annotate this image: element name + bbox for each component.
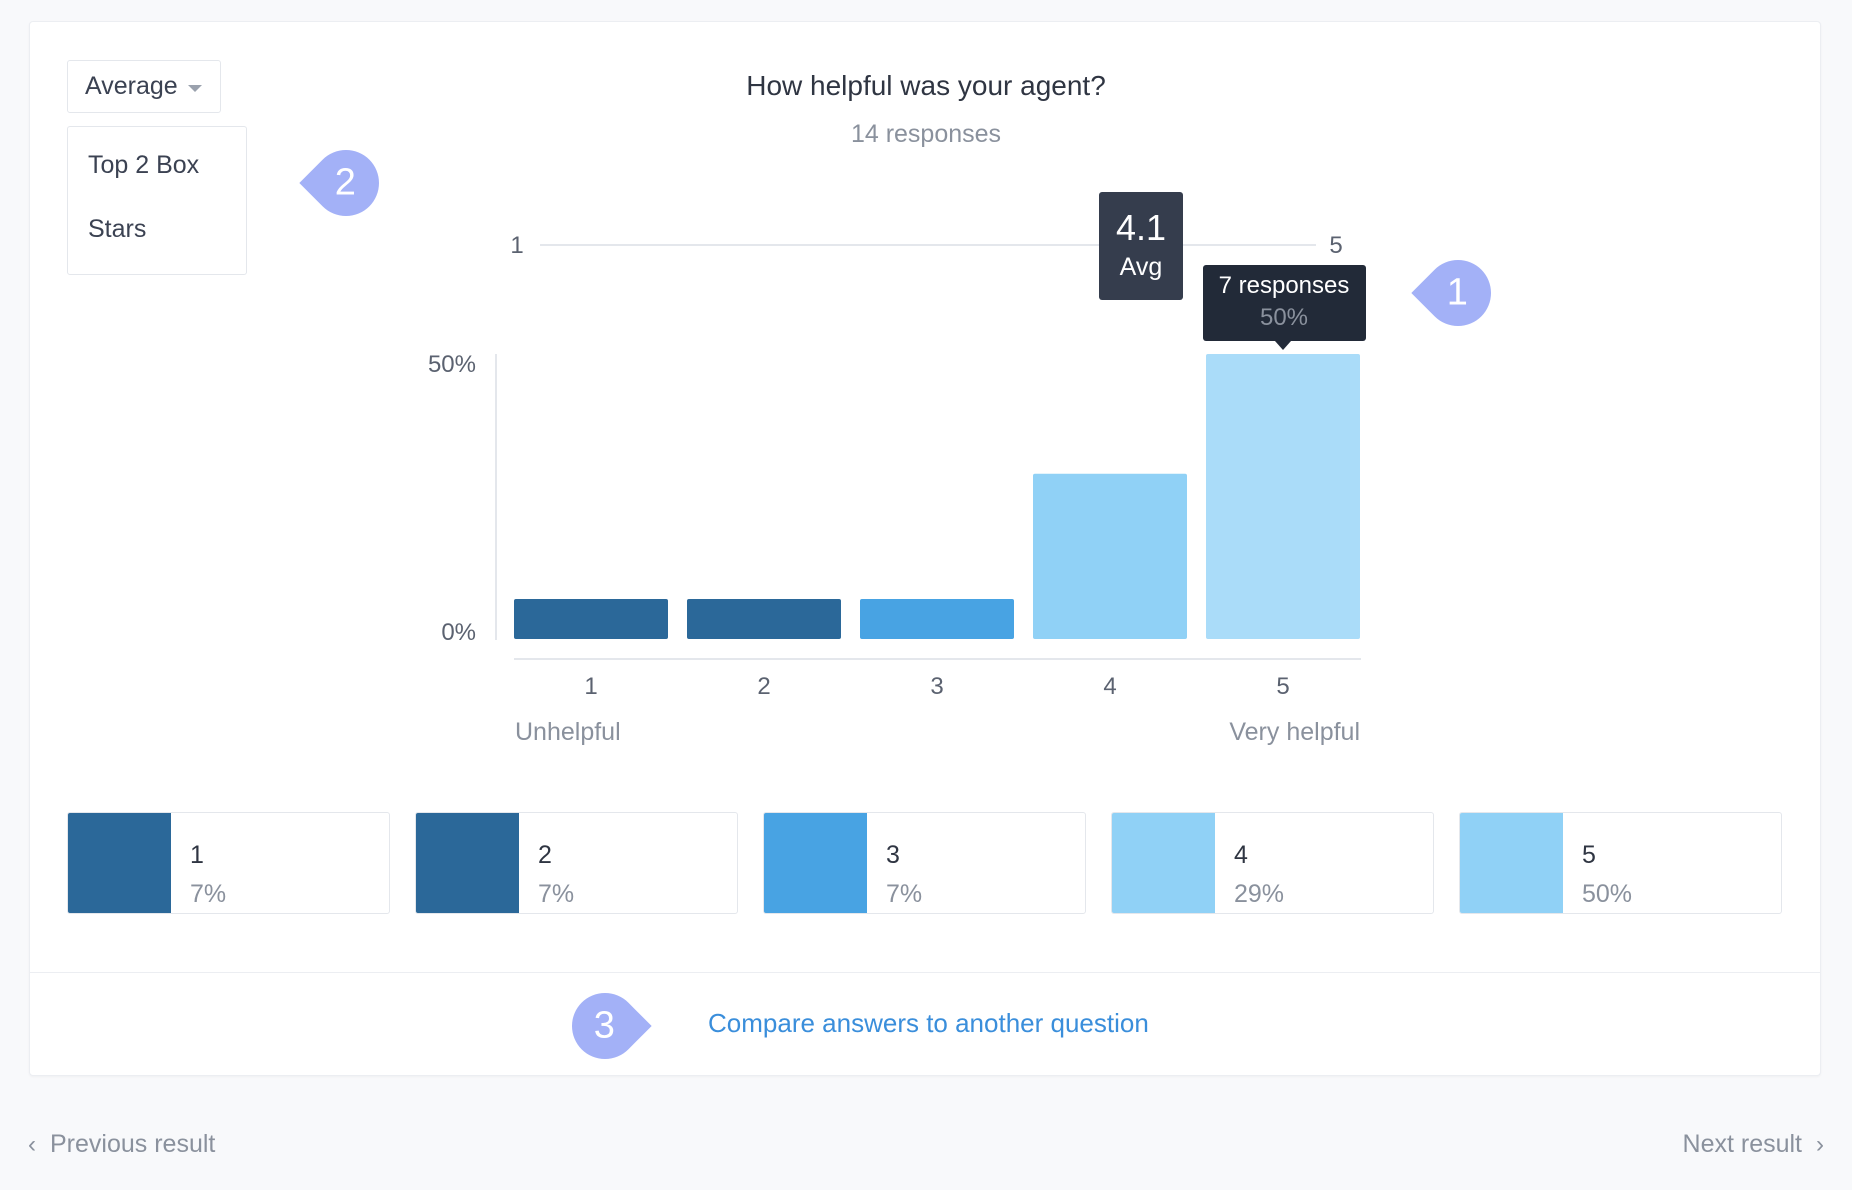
legend-swatch	[1460, 813, 1563, 913]
menu-item-top-2-box[interactable]: Top 2 Box	[88, 151, 200, 179]
avg-marker-box	[1099, 192, 1183, 300]
legend-swatch	[764, 813, 867, 913]
legend-label: 4	[1234, 841, 1248, 869]
legend-percent: 29%	[1234, 880, 1285, 908]
callout-number-3: 3	[594, 1004, 616, 1047]
x-tick-label-5: 5	[1276, 673, 1289, 700]
y-tick-label-bottom: 0%	[441, 619, 476, 646]
x-end-label-high: Very helpful	[1229, 718, 1360, 746]
legend-percent: 7%	[886, 880, 923, 908]
x-end-label-low: Unhelpful	[515, 718, 621, 746]
bar-5[interactable]	[1206, 354, 1360, 639]
bar-3[interactable]	[860, 599, 1014, 639]
previous-result-label: Previous result	[50, 1130, 216, 1158]
avg-scale-max-label: 5	[1329, 232, 1342, 259]
bar-2[interactable]	[687, 599, 841, 639]
dropdown-selected-label: Average	[85, 72, 178, 100]
legend-item-4: 4 29%	[1111, 812, 1434, 914]
avg-marker: 4.1 Avg	[1099, 192, 1183, 300]
legend-percent: 50%	[1582, 880, 1633, 908]
footer-divider	[29, 972, 1821, 973]
avg-scale-min-label: 1	[510, 232, 523, 259]
response-count: 14 responses	[850, 120, 1002, 148]
tooltip-pointer	[1275, 341, 1291, 350]
bar-4[interactable]	[1033, 473, 1187, 639]
legend-item-3: 3 7%	[763, 812, 1086, 914]
legend-label: 1	[190, 841, 204, 869]
chevron-right-icon: ›	[1816, 1130, 1824, 1158]
legend-label: 3	[886, 841, 900, 869]
legend-swatch	[68, 813, 171, 913]
x-tick-label-4: 4	[1103, 673, 1116, 700]
bar-tooltip: 7 responses 50%	[1203, 265, 1366, 350]
legend-item-5: 5 50%	[1459, 812, 1782, 914]
legend-percent: 7%	[190, 880, 227, 908]
menu-item-stars[interactable]: Stars	[88, 215, 147, 243]
y-tick-label-top: 50%	[428, 351, 476, 378]
tooltip-responses: 7 responses	[1219, 272, 1350, 299]
avg-value: 4.1	[1116, 207, 1166, 248]
tooltip-box	[1203, 265, 1366, 341]
score-type-menu: Top 2 Box Stars	[67, 126, 247, 275]
x-tick-label-1: 1	[584, 673, 597, 700]
legend-item-1: 1 7%	[67, 812, 390, 914]
legend-label: 5	[1582, 841, 1596, 869]
score-type-dropdown[interactable]: Average	[67, 60, 221, 113]
previous-result-button[interactable]: ‹ Previous result	[28, 1130, 215, 1159]
avg-caption: Avg	[1120, 253, 1163, 281]
tooltip-percent: 50%	[1260, 304, 1308, 331]
chevron-left-icon: ‹	[28, 1130, 36, 1158]
legend-percent: 7%	[538, 880, 575, 908]
chevron-down-icon	[187, 85, 202, 92]
rating-chart: 1 5 4.1 Avg 50% 0% 1 2 3 4 5 Unhelpful Very …	[428, 192, 1366, 746]
next-result-label: Next result	[1682, 1130, 1802, 1158]
bar-1[interactable]	[514, 599, 668, 639]
x-tick-label-3: 3	[930, 673, 943, 700]
x-tick-label-2: 2	[757, 673, 770, 700]
next-result-button[interactable]: Next result ›	[1683, 1130, 1824, 1159]
legend-swatch	[416, 813, 519, 913]
legend-item-2: 2 7%	[415, 812, 738, 914]
legend-swatch	[1112, 813, 1215, 913]
legend-label: 2	[538, 841, 552, 869]
compare-answers-link[interactable]: Compare answers to another question	[708, 1008, 1149, 1038]
question-title: How helpful was your agent?	[746, 70, 1106, 101]
